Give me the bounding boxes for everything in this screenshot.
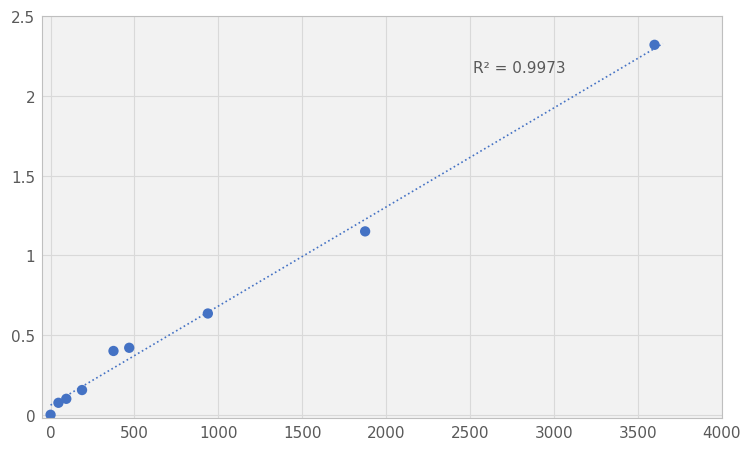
Point — [123, 345, 135, 352]
Point — [202, 310, 214, 318]
Text: R² = 0.9973: R² = 0.9973 — [473, 61, 566, 76]
Point — [44, 411, 56, 419]
Point — [53, 399, 65, 406]
Point — [108, 348, 120, 355]
Point — [60, 396, 72, 403]
Point — [76, 387, 88, 394]
Point — [648, 42, 660, 49]
Point — [359, 228, 371, 235]
